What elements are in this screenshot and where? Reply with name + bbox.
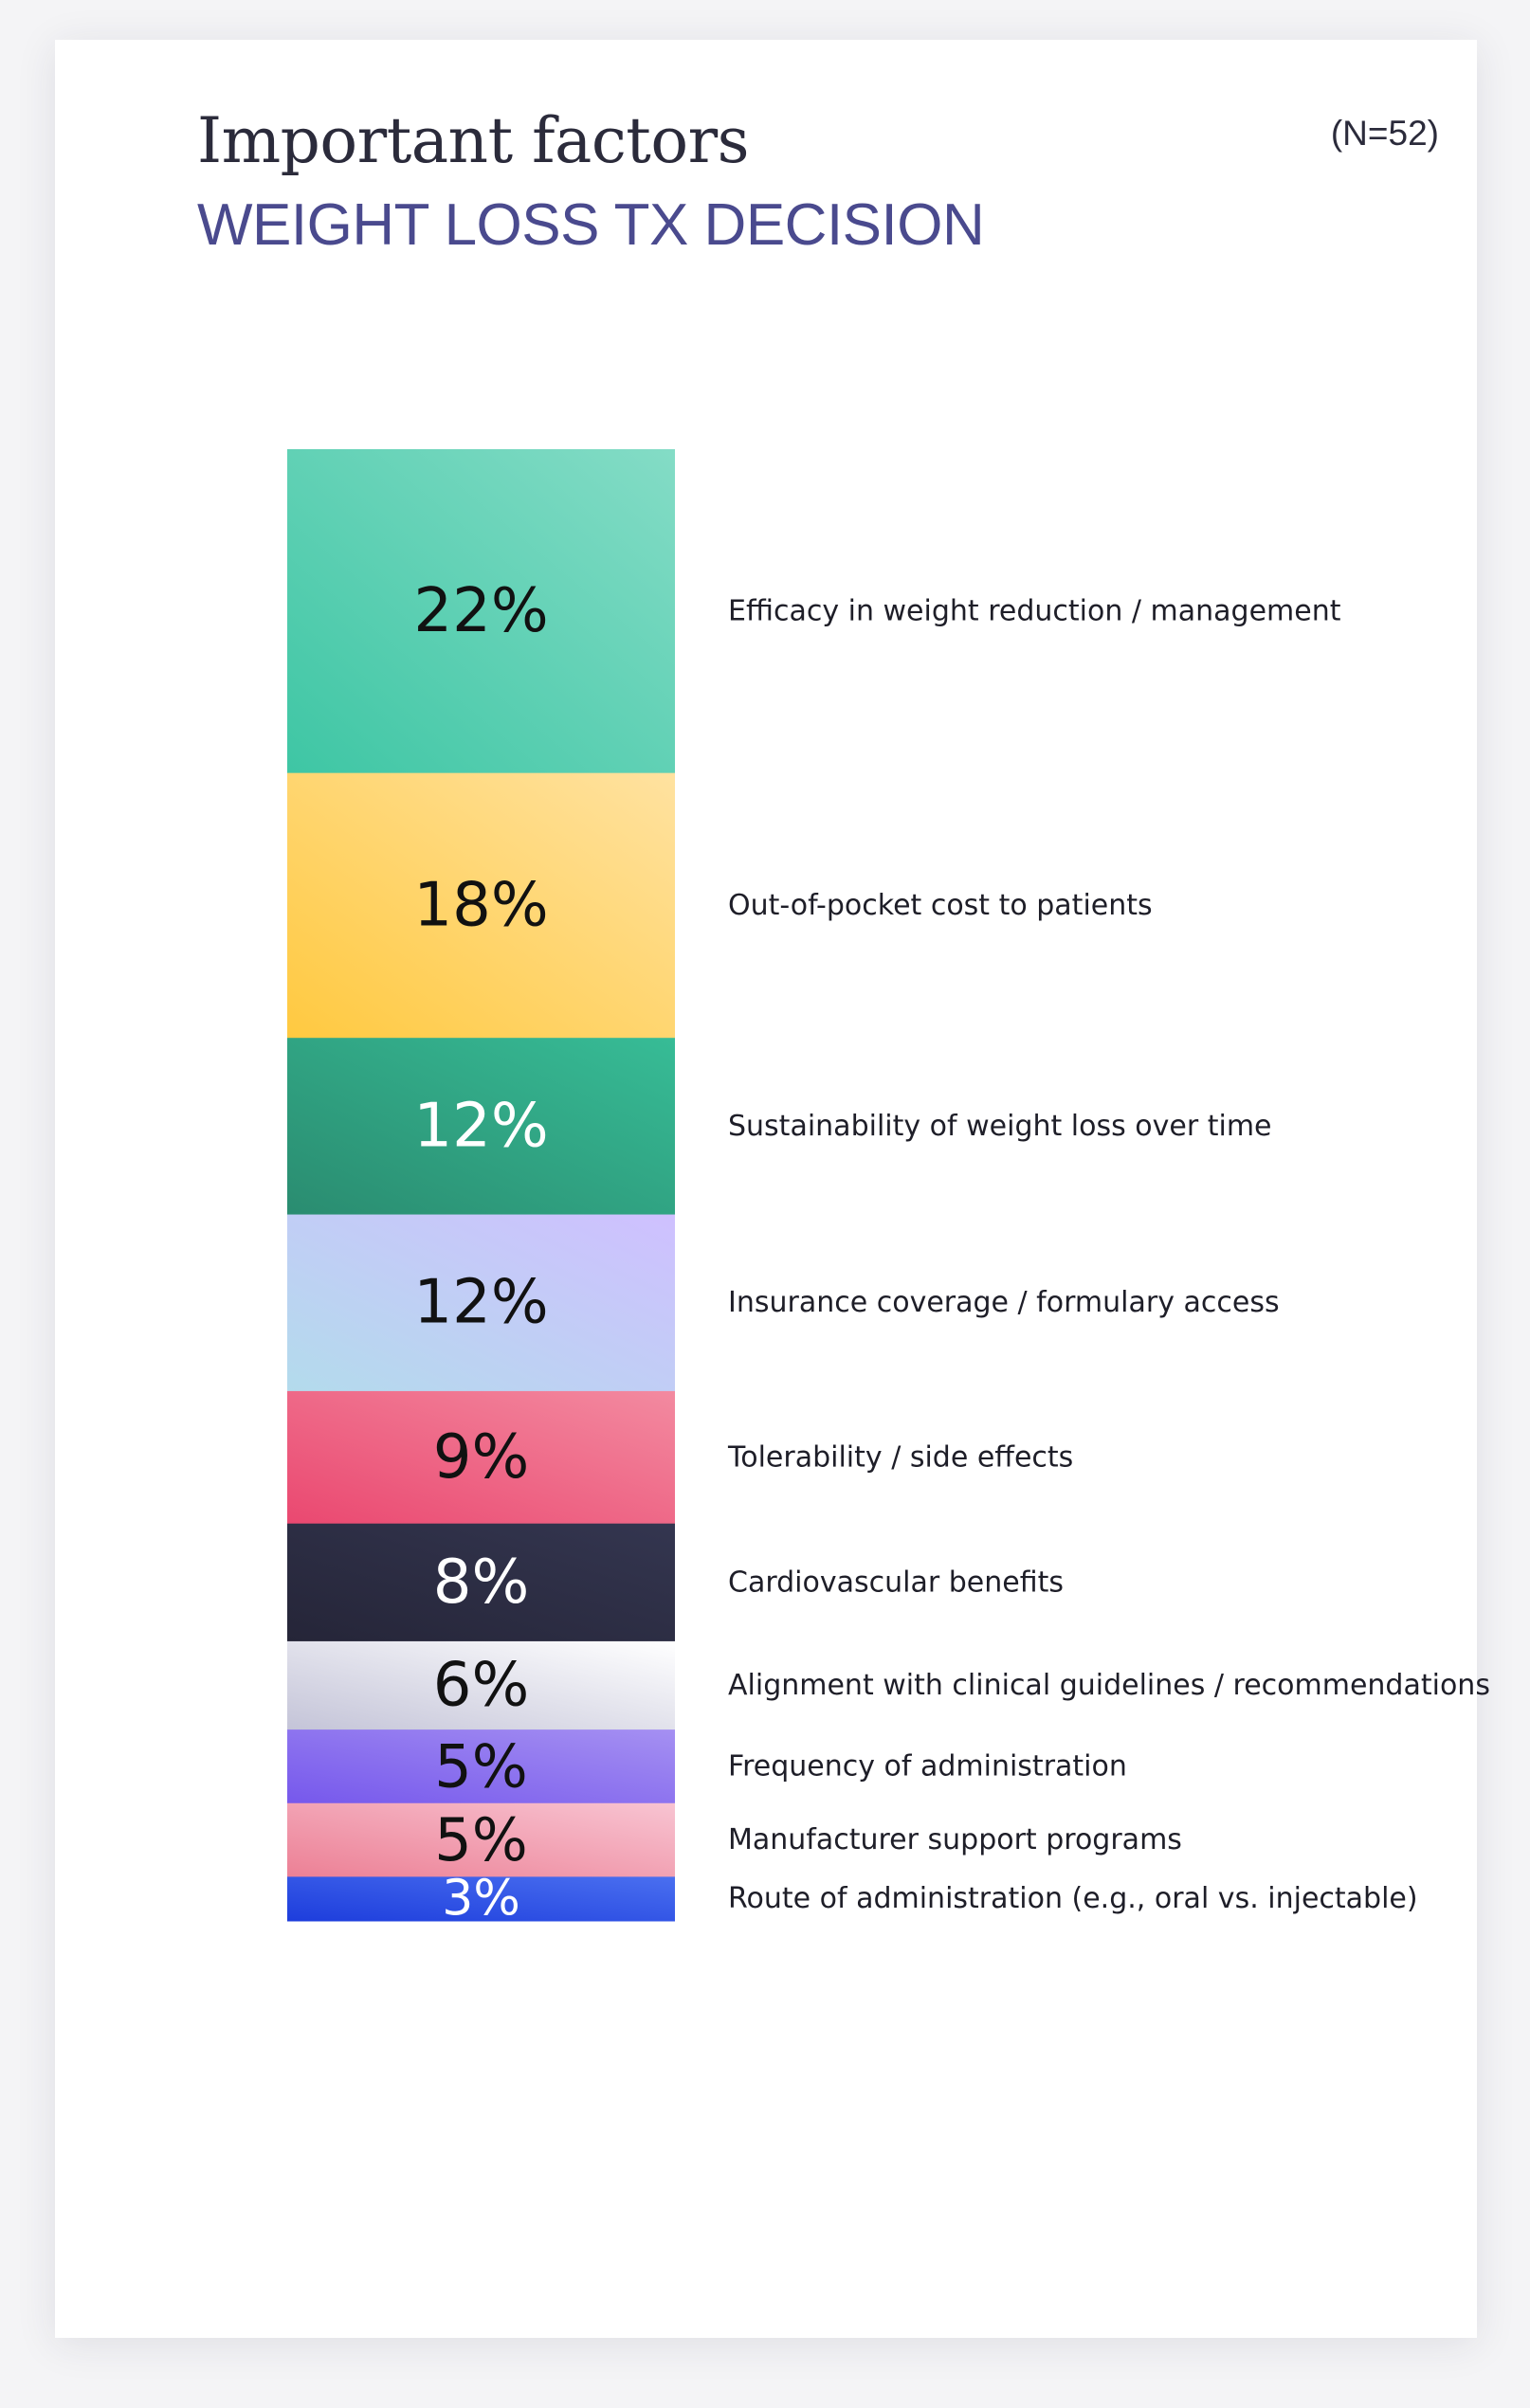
bar-segment bbox=[287, 772, 675, 1039]
data-label: 8% bbox=[433, 1548, 530, 1618]
category-label: Out-of-pocket cost to patients bbox=[728, 889, 1153, 922]
bar-segment bbox=[287, 1802, 675, 1877]
category-label: Efficacy in weight reduction / managemen… bbox=[728, 594, 1341, 627]
data-label: 9% bbox=[433, 1422, 530, 1493]
bar-segment bbox=[287, 1038, 675, 1216]
chart-card: Important factors WEIGHT LOSS TX DECISIO… bbox=[55, 40, 1490, 2338]
bar-segment bbox=[287, 1523, 675, 1642]
category-label: Frequency of administration bbox=[728, 1749, 1127, 1783]
data-label: 12% bbox=[413, 1091, 548, 1161]
data-label: 12% bbox=[413, 1268, 548, 1338]
category-label: Sustainability of weight loss over time bbox=[728, 1110, 1272, 1143]
data-label: 5% bbox=[434, 1731, 528, 1801]
category-label: Insurance coverage / formulary access bbox=[728, 1286, 1280, 1319]
chart-title: Important factors bbox=[197, 104, 750, 177]
bar-segment bbox=[287, 1214, 675, 1392]
category-label: Cardiovascular benefits bbox=[728, 1566, 1064, 1599]
data-label: 22% bbox=[413, 576, 548, 646]
category-label: Alignment with clinical guidelines / rec… bbox=[728, 1669, 1490, 1702]
category-label: Route of administration (e.g., oral vs. … bbox=[728, 1882, 1418, 1915]
category-label: Tolerability / side effects bbox=[727, 1440, 1073, 1474]
bar-segment bbox=[287, 1390, 675, 1525]
chart-subtitle: WEIGHT LOSS TX DECISION bbox=[197, 192, 985, 258]
data-label: 6% bbox=[433, 1651, 530, 1721]
data-label: 18% bbox=[413, 870, 548, 940]
category-label: Manufacturer support programs bbox=[728, 1823, 1182, 1856]
bar-segment bbox=[287, 1876, 675, 1922]
data-label: 3% bbox=[442, 1871, 520, 1928]
bar-segments: 22%18%12%12%9%8%6%5%5%3% bbox=[287, 449, 675, 1928]
sample-size-label: (N=52) bbox=[1330, 114, 1439, 153]
data-label: 5% bbox=[434, 1805, 528, 1874]
stacked-bar-chart: 22%18%12%12%9%8%6%5%5%3% Efficacy in wei… bbox=[287, 449, 1490, 1928]
bar-segment bbox=[287, 449, 675, 774]
category-labels: Efficacy in weight reduction / managemen… bbox=[727, 594, 1490, 1915]
bar-segment bbox=[287, 1729, 675, 1804]
bar-segment bbox=[287, 1640, 675, 1730]
